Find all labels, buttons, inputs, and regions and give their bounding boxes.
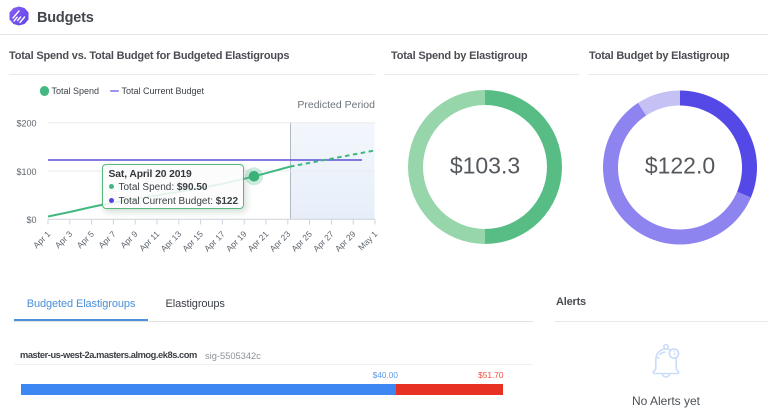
svg-text:Apr 1: Apr 1 [31, 229, 53, 251]
svg-text:$122.0: $122.0 [645, 153, 715, 179]
svg-text:$100: $100 [16, 167, 36, 177]
svg-text:Apr 23: Apr 23 [267, 229, 292, 254]
svg-text:Apr 11: Apr 11 [137, 229, 162, 254]
svg-text:Apr 25: Apr 25 [289, 229, 314, 254]
svg-text:Apr 9: Apr 9 [118, 229, 140, 251]
svg-text:May 1: May 1 [356, 229, 380, 253]
svg-text:Apr 7: Apr 7 [96, 229, 118, 251]
svg-text:$103.3: $103.3 [450, 153, 520, 179]
svg-text:Apr 3: Apr 3 [53, 229, 75, 251]
svg-text:Apr 27: Apr 27 [311, 229, 336, 254]
svg-text:Apr 21: Apr 21 [246, 229, 271, 254]
svg-text:Apr 19: Apr 19 [224, 229, 249, 254]
svg-text:Apr 29: Apr 29 [333, 229, 358, 254]
svg-text:$0: $0 [26, 215, 36, 225]
svg-text:Apr 13: Apr 13 [158, 229, 183, 254]
svg-text:$200: $200 [16, 118, 36, 128]
svg-text:Apr 15: Apr 15 [180, 229, 205, 254]
svg-text:Apr 5: Apr 5 [75, 229, 97, 251]
svg-text:1: 1 [672, 350, 676, 357]
svg-text:Apr 17: Apr 17 [202, 229, 227, 254]
